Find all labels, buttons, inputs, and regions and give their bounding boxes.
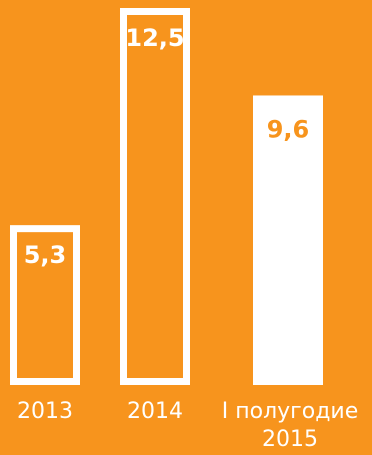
- x-tick-label-2-line-0: I полугодие: [222, 399, 358, 424]
- x-tick-label-2-line-1: 2015: [262, 427, 318, 452]
- x-tick-label-0: 2013: [17, 399, 73, 424]
- bar-1: [120, 8, 190, 385]
- data-label-2: 9,6: [267, 115, 310, 143]
- bar-0: [10, 225, 80, 385]
- bar-2: [253, 95, 323, 386]
- data-label-1: 12,5: [125, 24, 184, 52]
- data-label-0: 5,3: [24, 241, 67, 269]
- x-tick-label-1: 2014: [127, 399, 183, 424]
